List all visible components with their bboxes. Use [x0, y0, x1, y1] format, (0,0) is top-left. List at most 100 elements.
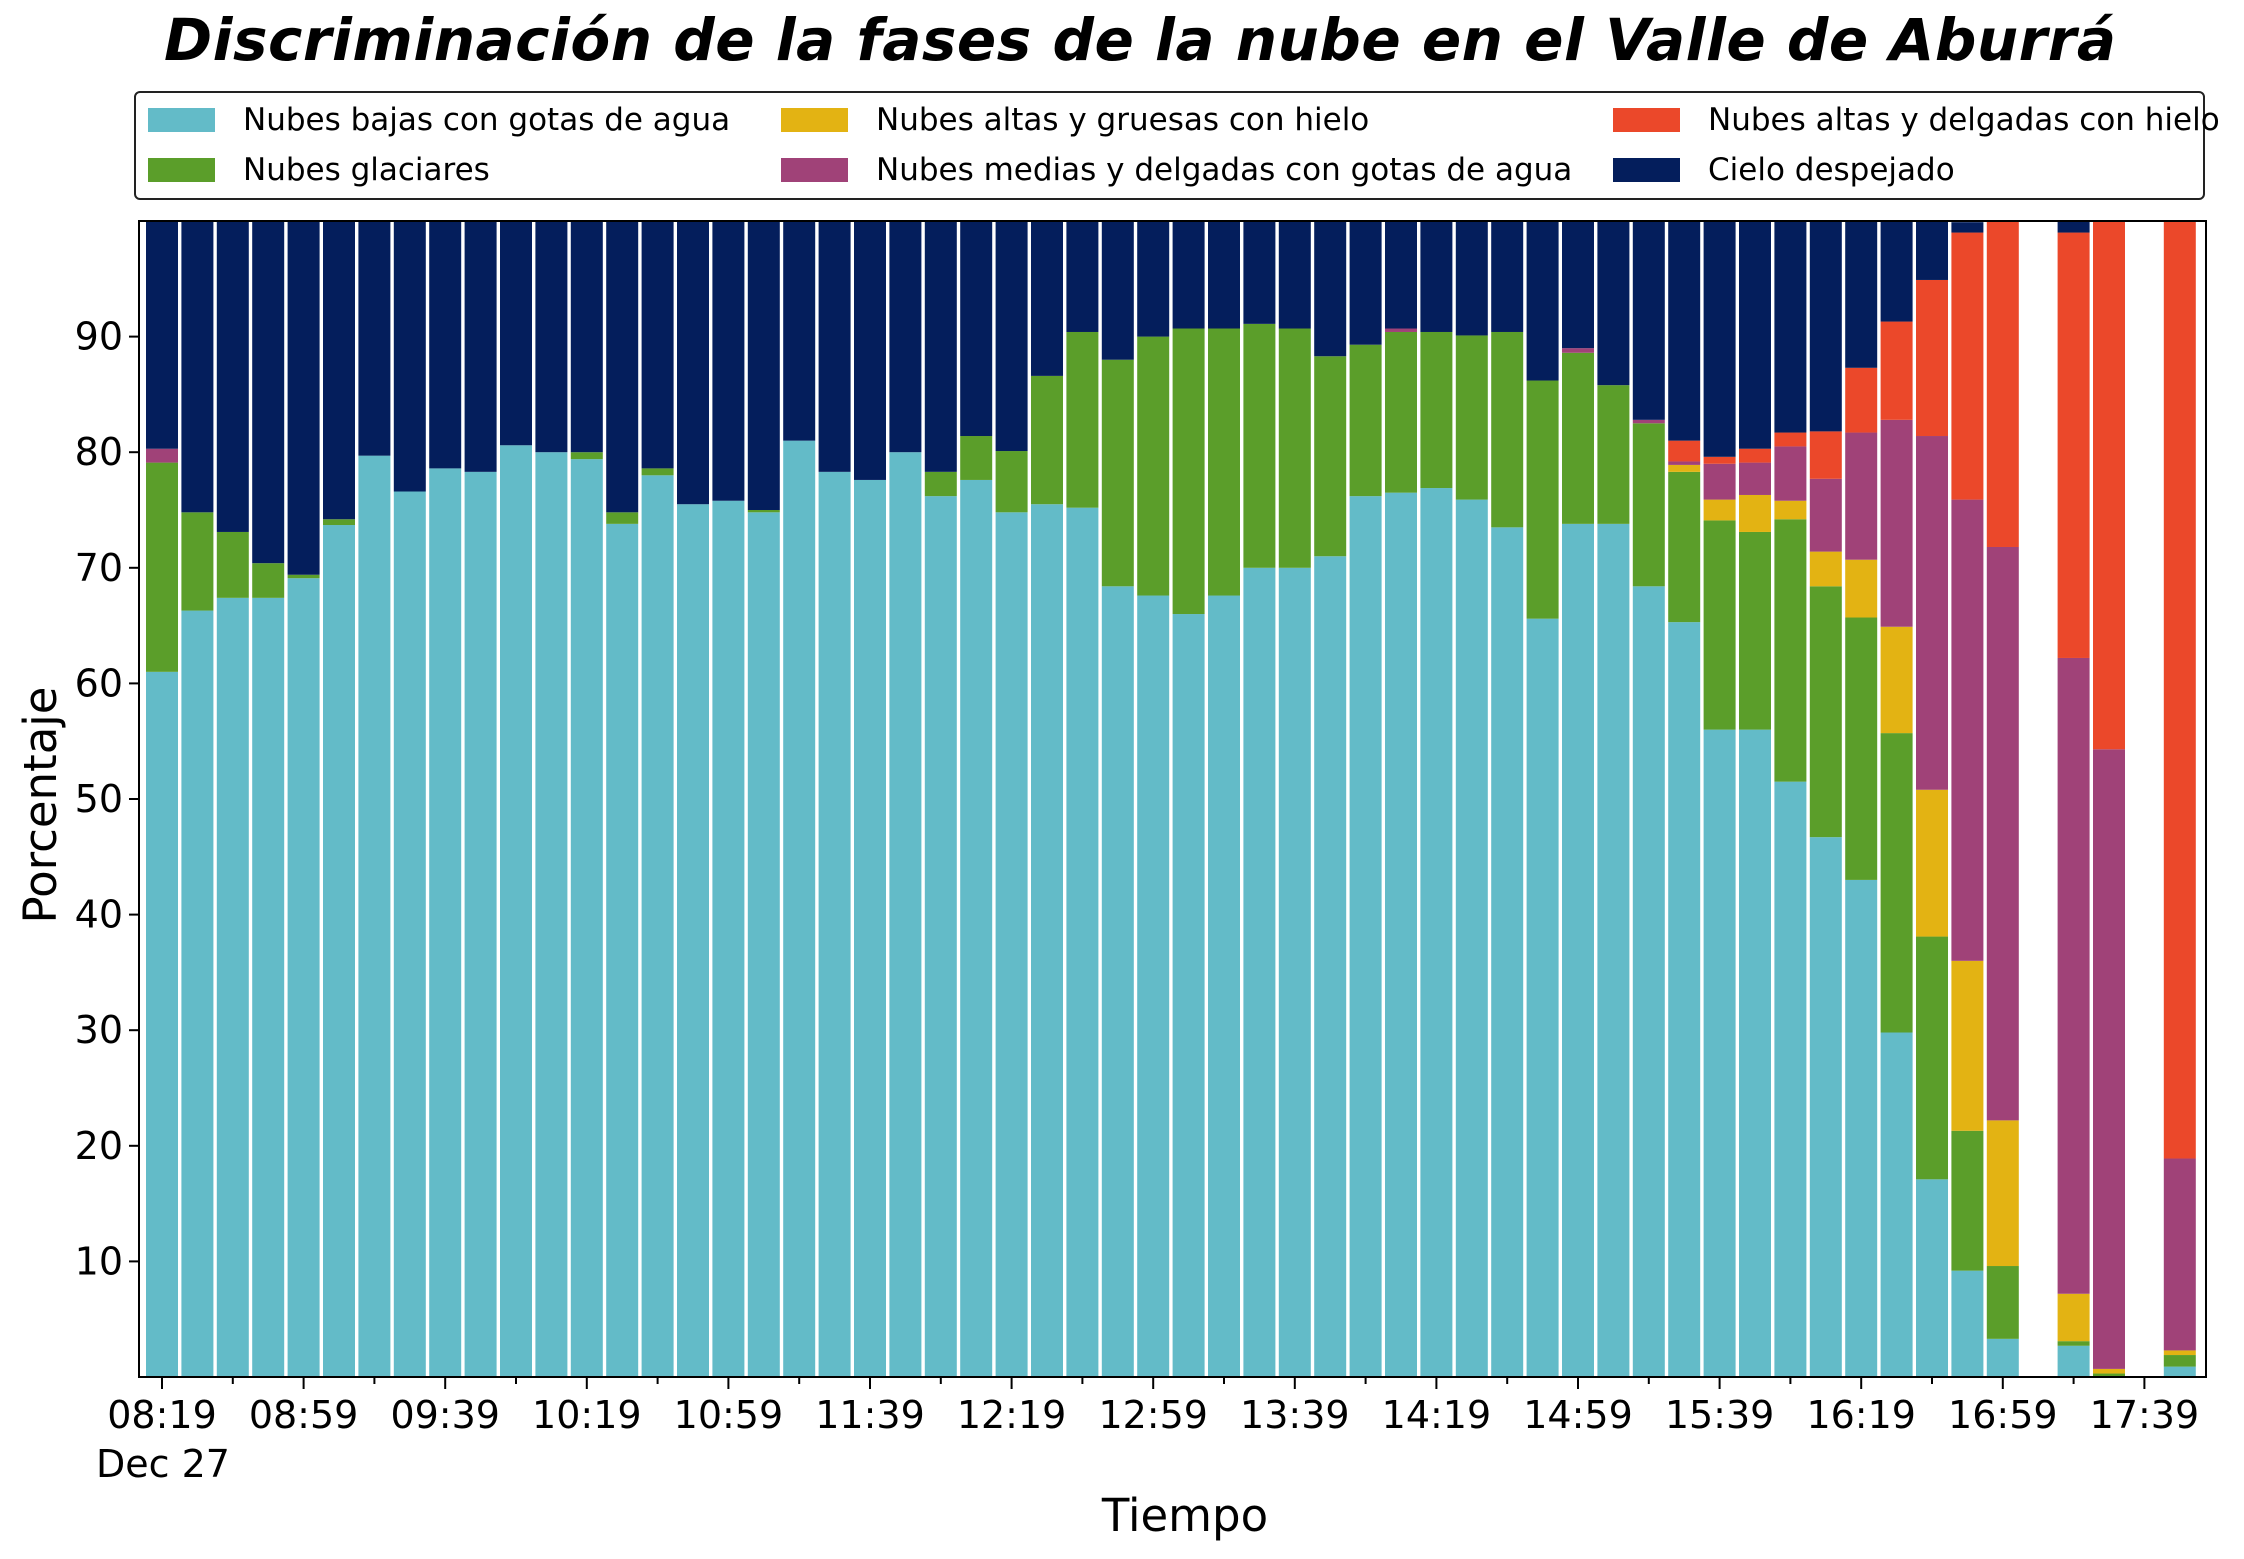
x-tick-label: 16:59: [1948, 1393, 2058, 1437]
bar-segment: [1066, 221, 1099, 332]
bar-segment: [252, 563, 285, 598]
bar-segment: [252, 221, 285, 564]
bar-segment: [1668, 464, 1701, 472]
bar-segment: [1986, 221, 2019, 547]
bar-segment: [535, 452, 568, 1377]
bar-segment: [1880, 626, 1913, 734]
bar-segment: [1668, 622, 1701, 1377]
x-tick-label: 11:39: [815, 1393, 925, 1437]
bar-segment: [1739, 462, 1771, 495]
bar-segment: [1809, 586, 1842, 838]
bar-segment: [146, 671, 178, 1377]
y-tick-label: 50: [75, 777, 123, 821]
bars-layer: [146, 221, 2196, 1378]
bar-segment: [889, 221, 922, 453]
bar-segment: [1066, 331, 1099, 508]
bar-segment: [1349, 221, 1382, 345]
bar-segment: [2057, 657, 2090, 1294]
bar-segment: [1491, 527, 1524, 1377]
y-axis-label: Porcentaje: [14, 687, 67, 924]
bar-segment: [960, 221, 993, 437]
bar-segment: [1562, 348, 1594, 353]
bar-segment: [1703, 463, 1736, 500]
legend-swatch: [781, 108, 848, 132]
bar-segment: [1101, 586, 1134, 1377]
bar-segment: [2163, 1355, 2196, 1367]
bar-segment: [1845, 617, 1878, 880]
bar-segment: [1916, 436, 1948, 790]
bar-segment: [2163, 1350, 2196, 1356]
bar-segment: [1809, 478, 1842, 552]
bar-segment: [1243, 567, 1276, 1377]
bar-segment: [995, 221, 1028, 452]
bar-segment: [1101, 359, 1134, 587]
bar-segment: [1526, 221, 1559, 381]
bar-segment: [1951, 960, 1984, 1131]
x-tick-label: 14:19: [1382, 1393, 1492, 1437]
bar-segment: [1880, 221, 1913, 322]
bar-segment: [1916, 279, 1948, 437]
bar-segment: [1703, 499, 1736, 521]
legend-label: Nubes altas y gruesas con hielo: [876, 102, 1370, 138]
bar-segment: [1314, 221, 1347, 357]
bar-segment: [1916, 221, 1948, 280]
bar-segment: [1349, 344, 1382, 497]
bar-segment: [1491, 221, 1524, 332]
bar-segment: [1880, 1032, 1913, 1377]
bar-segment: [606, 523, 639, 1377]
bar-segment: [1172, 221, 1205, 329]
legend-entry: Nubes altas y delgadas con hielo: [1613, 102, 2220, 138]
bar-segment: [2057, 232, 2090, 658]
bar-segment: [1951, 1270, 1984, 1377]
bar-segment: [1632, 586, 1665, 1377]
bar-segment: [1845, 559, 1878, 618]
bar-segment: [1137, 221, 1170, 337]
bar-segment: [1031, 504, 1063, 1378]
bar-segment: [1774, 781, 1807, 1377]
legend-label: Nubes glaciares: [243, 152, 490, 188]
bar-segment: [500, 445, 532, 1377]
bar-segment: [747, 512, 780, 1377]
bar-segment: [323, 525, 355, 1377]
bar-segment: [429, 221, 462, 469]
bar-segment: [146, 221, 178, 449]
bar-segment: [1739, 221, 1771, 449]
legend-entry: Nubes altas y gruesas con hielo: [781, 102, 1369, 138]
bar-segment: [1137, 595, 1170, 1377]
bar-segment: [854, 221, 886, 480]
bar-segment: [1703, 520, 1736, 730]
y-tick-label: 30: [75, 1008, 123, 1052]
bar-segment: [1385, 492, 1417, 1377]
bar-segment: [1420, 488, 1453, 1377]
bar-segment: [1597, 221, 1630, 386]
bar-segment: [1278, 328, 1311, 568]
legend-entry: Nubes glaciares: [148, 152, 490, 188]
bar-segment: [1668, 461, 1701, 465]
bar-segment: [1986, 1266, 2019, 1339]
bar-segment: [677, 504, 709, 1378]
bar-segment: [1243, 323, 1276, 568]
y-tick-label: 40: [75, 893, 123, 937]
bar-segment: [1278, 221, 1311, 329]
bar-segment: [500, 221, 532, 446]
bar-segment: [641, 221, 674, 469]
bar-segment: [1491, 331, 1524, 528]
bar-segment: [2057, 1293, 2090, 1342]
bar-segment: [2163, 1158, 2196, 1351]
bar-segment: [1880, 733, 1913, 1033]
x-tick-label: 08:19: [107, 1393, 217, 1437]
bar-segment: [924, 471, 957, 497]
bar-segment: [287, 578, 320, 1377]
x-tick-label: 08:59: [249, 1393, 359, 1437]
bar-segment: [1632, 423, 1665, 587]
bar-segment: [323, 519, 355, 526]
bar-segment: [146, 462, 178, 672]
x-tick-label: 17:39: [2090, 1393, 2200, 1437]
bar-segment: [1243, 221, 1276, 324]
x-tick-label: 16:19: [1806, 1393, 1916, 1437]
bar-segment: [429, 468, 462, 1377]
bar-segment: [216, 531, 249, 598]
bar-segment: [712, 500, 745, 1377]
bar-segment: [1278, 567, 1311, 1377]
bar-segment: [287, 221, 320, 575]
